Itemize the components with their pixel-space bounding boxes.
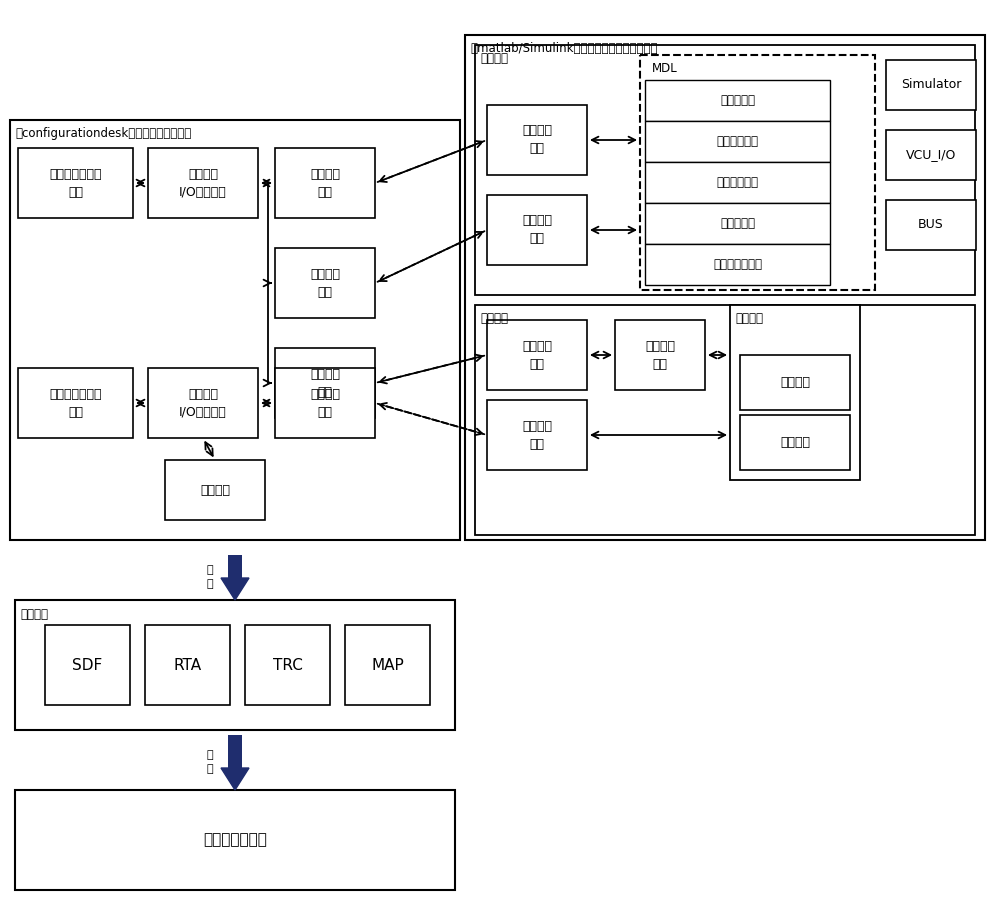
Text: SDF: SDF [72,658,103,672]
Text: VCU_I/O: VCU_I/O [906,148,956,161]
Bar [615,320,705,390]
Bar [645,80,830,121]
Bar [645,162,830,203]
Text: 多核实时处理器: 多核实时处理器 [203,833,267,847]
Text: 在matlab/Simulink建立整车以及电机仿真模型: 在matlab/Simulink建立整车以及电机仿真模型 [470,43,658,56]
Text: MAP: MAP [371,658,404,672]
Bar [886,60,976,110]
Bar [740,355,850,410]
Text: 第一电机: 第一电机 [780,376,810,389]
Text: 发动机模型: 发动机模型 [720,94,755,107]
Bar [487,195,587,265]
Bar [640,55,875,290]
Bar [18,368,133,438]
Bar [465,35,985,540]
Text: 电机模型
端口: 电机模型 端口 [522,339,552,370]
Text: 整车模型
端口: 整车模型 端口 [522,215,552,246]
Text: 整车控制器管脚
接口: 整车控制器管脚 接口 [49,167,102,198]
Text: 传动系统模型: 传动系统模型 [716,176,759,189]
Text: MDL: MDL [652,63,678,76]
Text: 电机模型
端口: 电机模型 端口 [310,368,340,399]
Text: 超级电容模型: 超级电容模型 [716,135,759,148]
Text: 第二电机: 第二电机 [780,436,810,449]
Text: 整车模型
端口: 整车模型 端口 [310,268,340,298]
Bar [487,320,587,390]
Bar [145,625,230,705]
Text: 速率转换
模块: 速率转换 模块 [645,339,675,370]
Text: 硬件资源: 硬件资源 [200,483,230,497]
Text: 电机模型
端口: 电机模型 端口 [522,420,552,450]
Bar [645,121,830,162]
Bar [148,368,258,438]
Text: 整车动力学模型: 整车动力学模型 [713,258,762,271]
Bar [475,45,975,295]
Bar [275,148,375,218]
Bar [45,625,130,705]
Text: 电机模型
端口: 电机模型 端口 [310,388,340,419]
Text: 编
译: 编 译 [207,565,213,590]
Bar [275,248,375,318]
Bar [245,625,330,705]
Bar [15,600,455,730]
Text: 高压箱模型: 高压箱模型 [720,217,755,230]
Text: BUS: BUS [918,218,944,231]
Bar [148,148,258,218]
Text: 编译结果: 编译结果 [20,608,48,621]
Bar [10,120,460,540]
Bar [886,130,976,180]
Text: TRC: TRC [273,658,302,672]
Text: 电机模型
I/O配置模块: 电机模型 I/O配置模块 [179,388,227,419]
Bar [275,348,375,418]
Bar [475,305,975,535]
Bar [275,368,375,438]
Polygon shape [221,578,249,600]
Bar [645,203,830,244]
Bar [886,200,976,250]
Bar [487,105,587,175]
Bar [345,625,430,705]
Bar [228,735,242,768]
Text: RTA: RTA [173,658,202,672]
Bar [15,790,455,890]
Text: 整车模型
I/O配置模块: 整车模型 I/O配置模块 [179,167,227,198]
Text: 整车模型
端口: 整车模型 端口 [522,125,552,156]
Bar [730,305,860,480]
Text: 下
载: 下 载 [207,751,213,774]
Bar [228,555,242,578]
Bar [487,400,587,470]
Text: 整车模型
端口: 整车模型 端口 [310,167,340,198]
Bar [645,244,830,285]
Text: 整车模型: 整车模型 [480,53,508,66]
Text: 整车控制器管脚
接口: 整车控制器管脚 接口 [49,388,102,419]
Text: 在configurationdesk中建立信号映射关系: 在configurationdesk中建立信号映射关系 [15,127,191,140]
Text: Simulator: Simulator [901,78,961,92]
Bar [740,415,850,470]
Text: 电机模型: 电机模型 [480,312,508,326]
Text: 电机模型: 电机模型 [735,312,763,326]
Polygon shape [221,768,249,790]
Bar [165,460,265,520]
Bar [18,148,133,218]
